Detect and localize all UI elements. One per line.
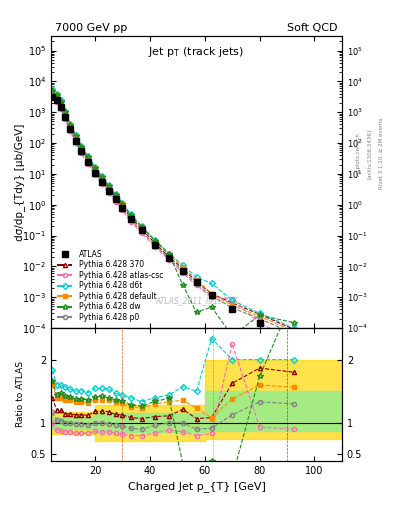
Text: 7000 GeV pp: 7000 GeV pp	[55, 23, 127, 33]
X-axis label: Charged Jet p_{T} [GeV]: Charged Jet p_{T} [GeV]	[128, 481, 265, 492]
Legend: ATLAS, Pythia 6.428 370, Pythia 6.428 atlas-csc, Pythia 6.428 d6t, Pythia 6.428 : ATLAS, Pythia 6.428 370, Pythia 6.428 at…	[55, 247, 165, 324]
Y-axis label: dσ/dp_{Tdy} [μb/GeV]: dσ/dp_{Tdy} [μb/GeV]	[14, 123, 25, 241]
Text: ATLAS_2011_I919017: ATLAS_2011_I919017	[155, 295, 238, 305]
Text: Jet $\mathregular{p_T}$ (track jets): Jet $\mathregular{p_T}$ (track jets)	[149, 45, 244, 58]
Y-axis label: Ratio to ATLAS: Ratio to ATLAS	[16, 361, 25, 428]
Text: mcplots.cern.ch: mcplots.cern.ch	[355, 132, 360, 176]
Text: [arXiv:1306.3436]: [arXiv:1306.3436]	[367, 129, 372, 179]
Text: Soft QCD: Soft QCD	[288, 23, 338, 33]
Text: Rivet 3.1.10, ≥ 2M events: Rivet 3.1.10, ≥ 2M events	[379, 118, 384, 189]
